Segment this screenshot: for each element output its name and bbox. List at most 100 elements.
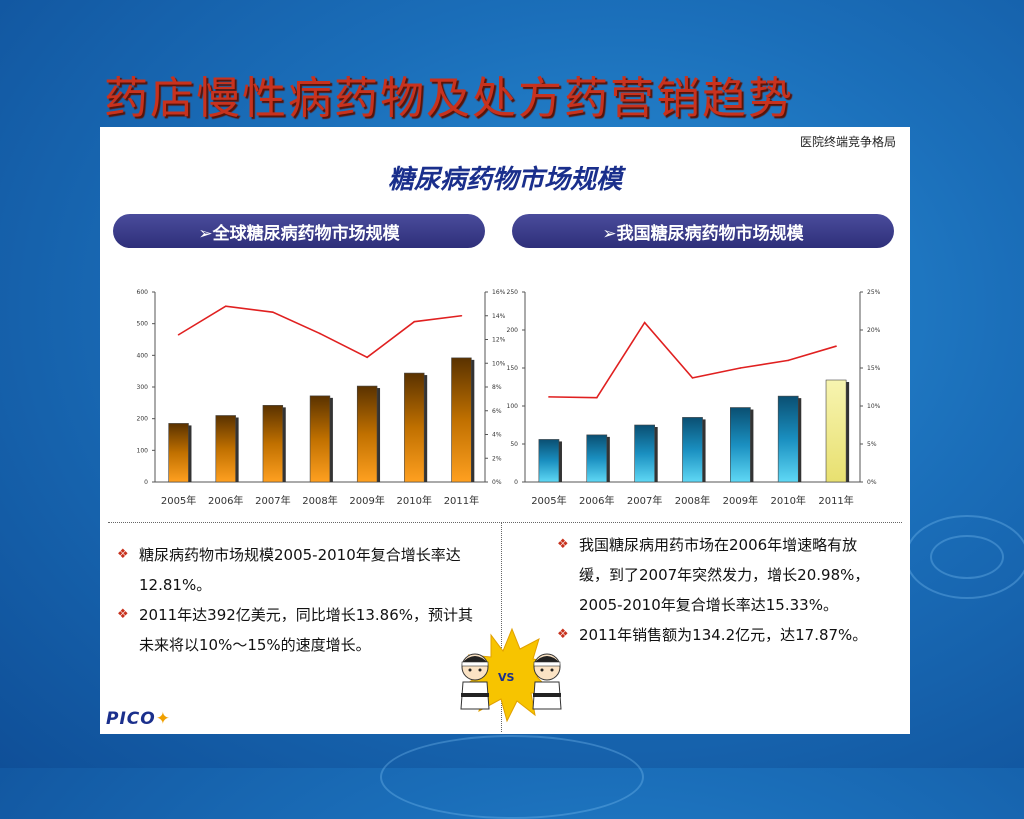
panel-title: 糖尿病药物市场规模	[387, 165, 622, 195]
y2-tick-label: 8%	[492, 384, 502, 391]
growth-rate-point	[548, 396, 550, 398]
note-item: ❖ 我国糖尿病用药市场在2006年增速略有放缓，到了2007年突然发力，增长20…	[557, 530, 887, 620]
growth-rate-point	[460, 314, 463, 317]
x-tick-label: 2011年	[818, 494, 853, 507]
diamond-bullet-icon: ❖	[557, 537, 569, 552]
note-text: 2011年达392亿美元，同比增长13.86%，预计其未来将以10%～15%的速…	[139, 606, 474, 654]
bar	[404, 372, 425, 483]
china-market-header: ➢我国糖尿病药物市场规模	[512, 214, 894, 248]
growth-rate-point	[177, 333, 180, 336]
china-market-chart: 0 50 100 150 200 250 0% 5% 10% 15% 20% 25% 2005年 2006…	[507, 289, 880, 507]
y-tick-label: 600	[137, 289, 149, 296]
y2-tick-label: 5%	[867, 441, 877, 448]
x-tick-label: 2005年	[161, 494, 196, 507]
note-text: 2011年销售额为134.2亿元，达17.87%。	[579, 626, 868, 644]
vs-label: VS	[498, 671, 515, 684]
y-tick-label: 200	[137, 416, 149, 423]
logo-text: PICO	[106, 709, 156, 729]
y-tick-label: 0	[144, 479, 148, 486]
growth-rate-point	[595, 396, 598, 399]
bar	[215, 415, 236, 483]
growth-rate-point	[224, 305, 227, 308]
y-tick-label: 50	[510, 441, 518, 448]
global-market-chart: 0 100 200 300 400 500 600 0% 2% 4% 6% 8% 10% 12% 14% 16…	[137, 289, 506, 507]
x-tick-label: 2011年	[444, 494, 479, 507]
bar	[538, 439, 560, 483]
note-text: 糖尿病药物市场规模2005-2010年复合增长率达12.81%。	[139, 546, 461, 594]
note-item: ❖ 2011年销售额为134.2亿元，达17.87%。	[557, 620, 887, 650]
y-tick-label: 500	[137, 321, 149, 328]
corner-label: 医院终端竞争格局	[799, 135, 896, 149]
growth-rate-point	[413, 320, 416, 323]
y2-tick-label: 2%	[492, 455, 502, 462]
y2-tick-label: 10%	[867, 403, 880, 410]
y2-tick-label: 20%	[867, 327, 880, 334]
right-mascot	[532, 653, 562, 710]
y2-tick-label: 4%	[492, 432, 502, 439]
diamond-bullet-icon: ❖	[557, 627, 569, 642]
growth-rate-point	[366, 356, 368, 359]
bar	[682, 417, 703, 483]
y2-tick-label: 6%	[492, 408, 502, 415]
x-tick-label: 2005年	[531, 494, 566, 507]
growth-rate-point	[272, 311, 274, 313]
y-tick-label: 0	[514, 479, 518, 486]
global-market-header: ➢全球糖尿病药物市场规模	[113, 214, 485, 248]
x-tick-label: 2007年	[255, 494, 290, 507]
bar	[586, 434, 608, 483]
note-item: ❖ 2011年达392亿美元，同比增长13.86%，预计其未来将以10%～15%…	[117, 600, 487, 660]
bar	[825, 379, 847, 483]
content-panel: 医院终端竞争格局 糖尿病药物市场规模 ➢全球糖尿病药物市场规模 ➢我国糖尿病药物…	[100, 127, 910, 734]
x-tick-label: 2010年	[770, 494, 805, 507]
x-tick-label: 2006年	[579, 494, 614, 507]
decorative-ripple	[905, 515, 1024, 599]
x-tick-label: 2009年	[349, 494, 384, 507]
bar	[356, 385, 378, 483]
x-tick-label: 2010年	[397, 494, 432, 507]
y2-tick-label: 25%	[867, 289, 880, 296]
x-tick-label: 2007年	[627, 494, 662, 507]
growth-rate-point	[739, 367, 742, 369]
china-market-notes: ❖ 我国糖尿病用药市场在2006年增速略有放缓，到了2007年突然发力，增长20…	[557, 530, 887, 650]
y-tick-label: 100	[137, 447, 149, 454]
vs-mascots-icon: VS	[460, 627, 562, 723]
note-text: 我国糖尿病用药市场在2006年增速略有放缓，到了2007年突然发力，增长20.9…	[579, 536, 870, 614]
y-tick-label: 400	[137, 352, 149, 359]
vertical-divider	[501, 522, 502, 732]
y2-tick-label: 15%	[867, 365, 880, 372]
bar	[309, 395, 331, 483]
bar	[262, 405, 284, 483]
growth-rate-point	[643, 321, 646, 324]
growth-rate-point	[691, 377, 694, 379]
x-tick-label: 2008年	[675, 494, 710, 507]
bar	[730, 407, 751, 483]
y2-tick-label: 12%	[492, 337, 506, 344]
left-mascot	[460, 653, 490, 710]
growth-rate-point	[787, 359, 790, 362]
growth-rate-point	[835, 345, 837, 347]
bar	[451, 357, 472, 483]
y-tick-label: 200	[507, 327, 519, 334]
y-tick-label: 250	[507, 289, 519, 296]
diamond-bullet-icon: ❖	[117, 547, 129, 562]
bar	[168, 423, 189, 483]
y-tick-label: 150	[507, 365, 519, 372]
y2-tick-label: 0%	[492, 479, 502, 486]
bar	[634, 424, 655, 483]
y2-tick-label: 14%	[492, 313, 506, 320]
pico-logo: PICO✦	[106, 709, 171, 729]
bar	[777, 395, 799, 483]
y2-tick-label: 10%	[492, 360, 506, 367]
growth-rate-line	[178, 305, 462, 359]
growth-rate-point	[319, 332, 321, 335]
y2-tick-label: 0%	[867, 479, 877, 486]
x-tick-label: 2009年	[723, 494, 758, 507]
y-tick-label: 300	[137, 384, 149, 391]
x-tick-label: 2008年	[302, 494, 337, 507]
y2-tick-label: 16%	[492, 289, 506, 296]
y-tick-label: 100	[507, 403, 519, 410]
x-tick-label: 2006年	[208, 494, 243, 507]
note-item: ❖ 糖尿病药物市场规模2005-2010年复合增长率达12.81%。	[117, 540, 487, 600]
decorative-ripple	[380, 735, 644, 819]
diamond-bullet-icon: ❖	[117, 607, 129, 622]
